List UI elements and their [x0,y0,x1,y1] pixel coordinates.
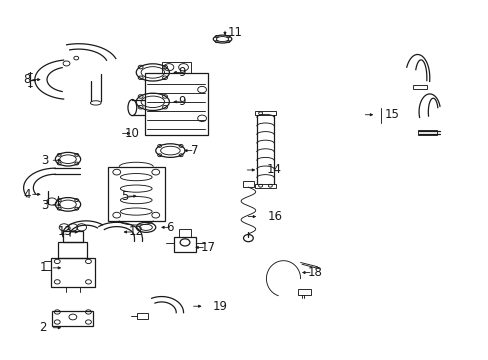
Text: 5: 5 [121,190,128,203]
Text: 18: 18 [307,266,322,279]
Bar [58,242,87,258]
Bar [108,167,164,221]
Bar [298,289,310,296]
Bar [161,62,190,73]
Bar [242,181,254,187]
Text: 9: 9 [178,66,186,79]
Bar [412,85,427,89]
Text: 19: 19 [212,300,227,313]
Text: 13: 13 [58,225,73,238]
Text: 11: 11 [227,26,242,39]
Text: 15: 15 [384,108,399,121]
Text: 3: 3 [41,154,48,167]
Bar [51,258,95,287]
Bar [52,311,93,325]
Text: 3: 3 [41,199,48,212]
Text: 2: 2 [40,321,47,334]
Bar [417,130,436,135]
Bar [174,237,195,252]
Bar [254,184,276,188]
Text: 14: 14 [266,163,281,176]
Text: 17: 17 [200,241,215,254]
Text: 16: 16 [267,210,283,223]
Text: 7: 7 [190,144,198,157]
Bar [137,314,148,319]
Text: 1: 1 [40,261,47,274]
Text: 6: 6 [166,221,174,234]
Bar [254,111,276,116]
Text: 12: 12 [128,225,143,238]
Text: 9: 9 [178,95,186,108]
Text: 10: 10 [125,127,140,140]
Text: 4: 4 [23,188,31,201]
Bar [63,231,82,242]
Bar [144,73,207,135]
Bar [178,229,191,237]
Text: 8: 8 [23,73,31,86]
